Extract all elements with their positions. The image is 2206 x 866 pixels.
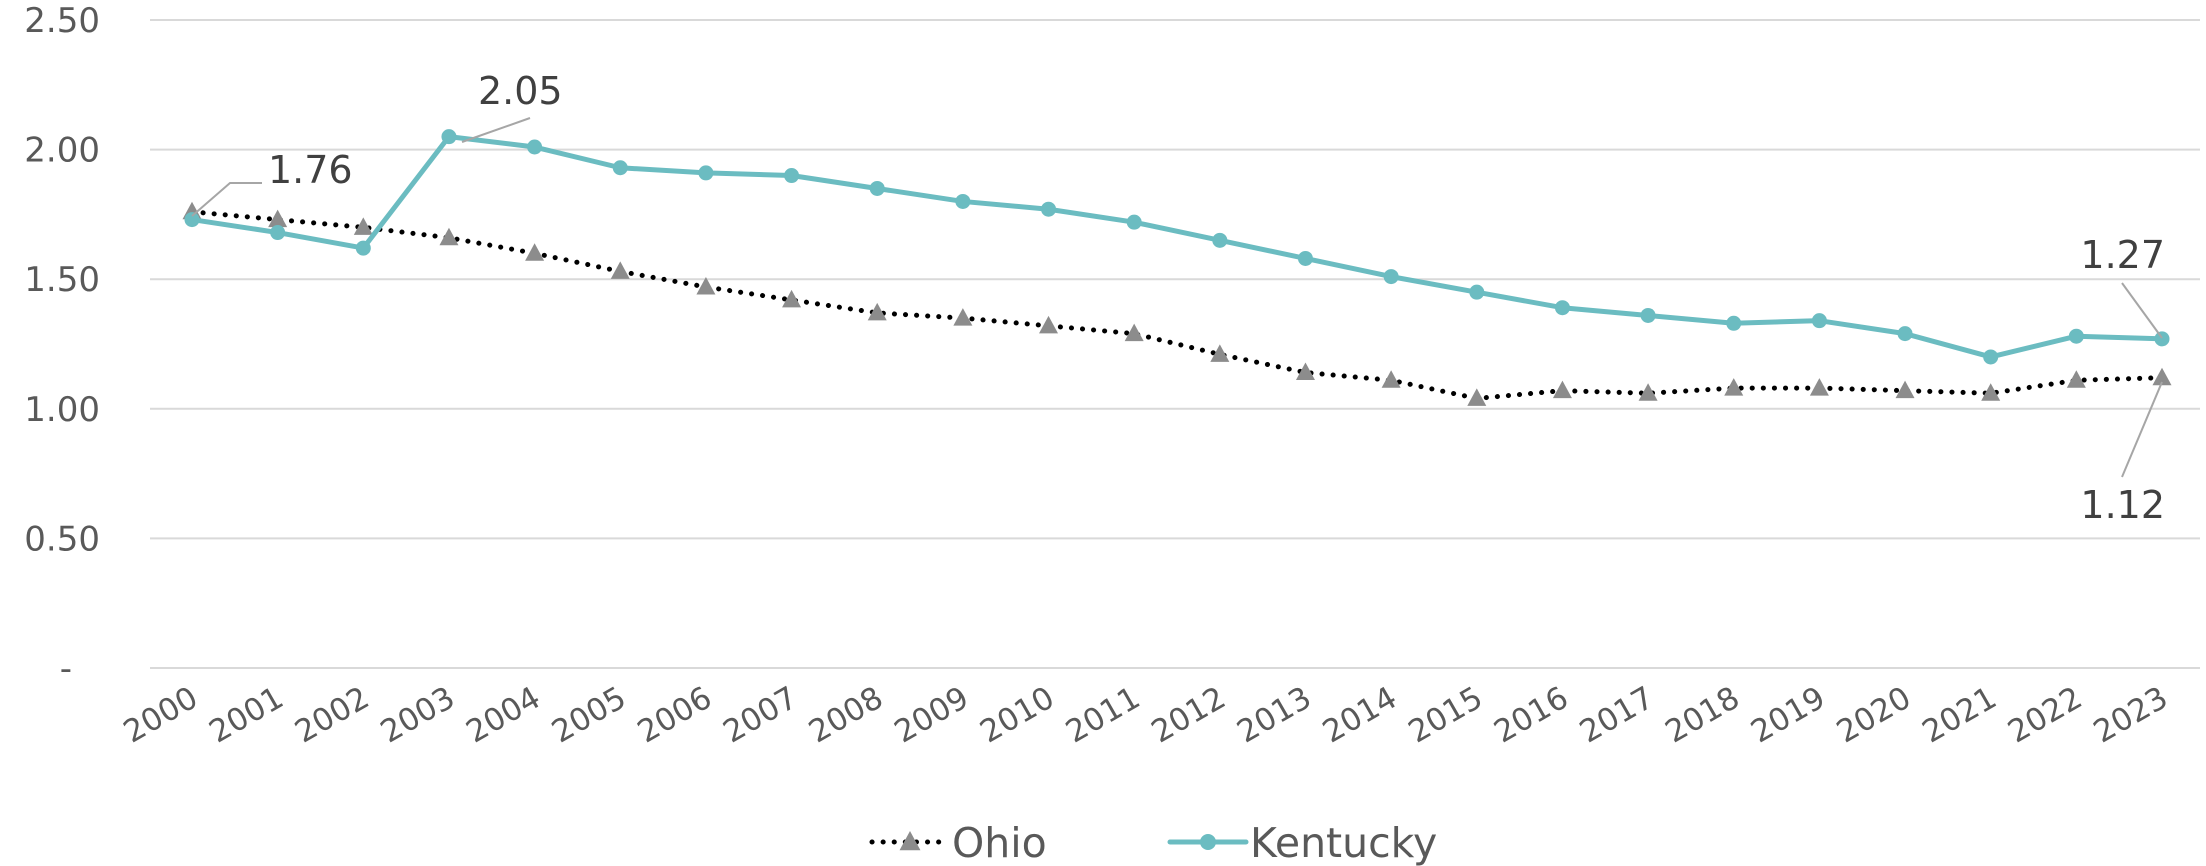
annotation-leader-line (191, 182, 262, 217)
data-label-kentucky-2003: 2.05 (478, 69, 563, 113)
annotation-leader-line (2121, 381, 2163, 478)
y-axis: - 0.50 1.00 1.50 2.00 2.50 (24, 1, 100, 689)
data-label-ohio-2000: 1.76 (268, 148, 353, 192)
data-point-kentucky (1469, 284, 1485, 300)
legend: Ohio Kentucky (869, 819, 1437, 866)
data-point-kentucky (1811, 313, 1827, 329)
x-tick-label: 2007 (717, 680, 803, 751)
data-point-kentucky (1897, 326, 1913, 342)
data-point-ohio (1039, 315, 1059, 334)
data-point-kentucky (1041, 201, 1057, 217)
series-line-ohio (189, 209, 2165, 401)
data-point-kentucky (1640, 307, 1656, 323)
x-tick-label: 2004 (460, 680, 546, 751)
x-tick-label: 2012 (1145, 680, 1231, 751)
data-point-ohio (525, 243, 545, 261)
x-tick-label: 2009 (889, 680, 975, 751)
data-label-kentucky-2023: 1.27 (2080, 233, 2165, 277)
x-tick-label: 2015 (1402, 680, 1488, 751)
x-tick-label: 2019 (1745, 680, 1831, 751)
series-group (182, 129, 2172, 406)
data-point-kentucky (1212, 232, 1228, 248)
annotation-leader-line (2121, 282, 2163, 339)
data-point-kentucky (955, 193, 971, 209)
data-point-kentucky (441, 129, 457, 145)
x-tick-label: 2014 (1317, 680, 1403, 751)
data-point-kentucky (698, 165, 714, 181)
data-point-kentucky (1126, 214, 1142, 230)
data-point-ohio (2066, 370, 2086, 388)
data-point-ohio (782, 289, 802, 308)
gridlines (150, 19, 2200, 669)
data-point-kentucky (527, 139, 543, 155)
legend-marker-ohio (899, 831, 921, 851)
x-tick-label: 2003 (375, 680, 461, 751)
y-tick-label: 2.50 (24, 1, 100, 41)
y-tick-label: 0.50 (24, 519, 100, 559)
data-point-ohio (1809, 378, 1829, 396)
data-point-kentucky (184, 212, 200, 228)
data-point-kentucky (1726, 315, 1742, 331)
data-point-ohio (439, 227, 459, 246)
annotations: 1.76 2.05 1.27 1.12 (191, 69, 2165, 527)
y-tick-label: 1.50 (24, 260, 100, 300)
x-tick-label: 2017 (1574, 680, 1660, 751)
y-tick-label: 2.00 (24, 131, 100, 171)
data-point-kentucky (784, 168, 800, 184)
x-tick-label: 2020 (1831, 680, 1917, 751)
data-point-ohio (1552, 380, 1572, 399)
x-tick-label: 2000 (118, 680, 204, 751)
x-tick-label: 2006 (632, 680, 718, 751)
x-tick-label: 2011 (1060, 680, 1146, 751)
y-tick-label: - (60, 649, 72, 689)
data-point-ohio (1638, 383, 1658, 401)
x-tick-label: 2005 (546, 680, 632, 751)
data-point-kentucky (1554, 300, 1570, 316)
x-tick-label: 2008 (803, 680, 889, 751)
data-point-ohio (268, 209, 288, 228)
data-point-kentucky (270, 225, 286, 241)
y-tick-label: 1.00 (24, 390, 100, 430)
x-tick-label: 2022 (2002, 680, 2088, 751)
x-tick-label: 2002 (289, 680, 375, 751)
data-point-kentucky (1983, 349, 1999, 365)
data-point-ohio (1981, 383, 2001, 401)
x-tick-label: 2013 (1231, 680, 1317, 751)
legend-marker-kentucky (1200, 834, 1216, 850)
annotation-leader-line (461, 117, 531, 143)
legend-label-ohio: Ohio (952, 819, 1047, 866)
data-label-ohio-2023: 1.12 (2080, 483, 2165, 527)
data-point-kentucky (612, 160, 628, 176)
data-point-ohio (610, 261, 630, 279)
data-point-ohio (1895, 380, 1915, 399)
x-tick-label: 2001 (203, 680, 289, 751)
data-point-ohio (867, 302, 887, 321)
data-point-kentucky (355, 240, 371, 256)
data-point-ohio (1467, 388, 1487, 406)
data-point-kentucky (2068, 328, 2084, 344)
data-point-ohio (953, 308, 973, 326)
data-point-kentucky (1383, 269, 1399, 285)
x-tick-label: 2023 (2088, 680, 2174, 751)
x-tick-label: 2018 (1659, 680, 1745, 751)
data-point-kentucky (869, 180, 885, 196)
data-point-ohio (1295, 362, 1315, 381)
data-point-ohio (696, 276, 716, 295)
data-point-kentucky (1297, 250, 1313, 266)
x-tick-label: 2016 (1488, 680, 1574, 751)
data-point-ohio (1381, 370, 1401, 388)
data-point-ohio (1724, 378, 1744, 396)
data-point-ohio (1210, 344, 1230, 362)
series-line-kentucky (189, 134, 2165, 360)
x-axis: 2000 2001 2002 2003 2004 2005 2006 2007 2008 2009… (118, 680, 2174, 751)
legend-label-kentucky: Kentucky (1250, 819, 1437, 866)
data-point-ohio (2152, 367, 2172, 386)
x-tick-label: 2010 (974, 680, 1060, 751)
data-point-ohio (353, 217, 373, 235)
x-tick-label: 2021 (1916, 680, 2002, 751)
data-point-ohio (1124, 323, 1144, 342)
data-point-kentucky (2154, 331, 2170, 347)
